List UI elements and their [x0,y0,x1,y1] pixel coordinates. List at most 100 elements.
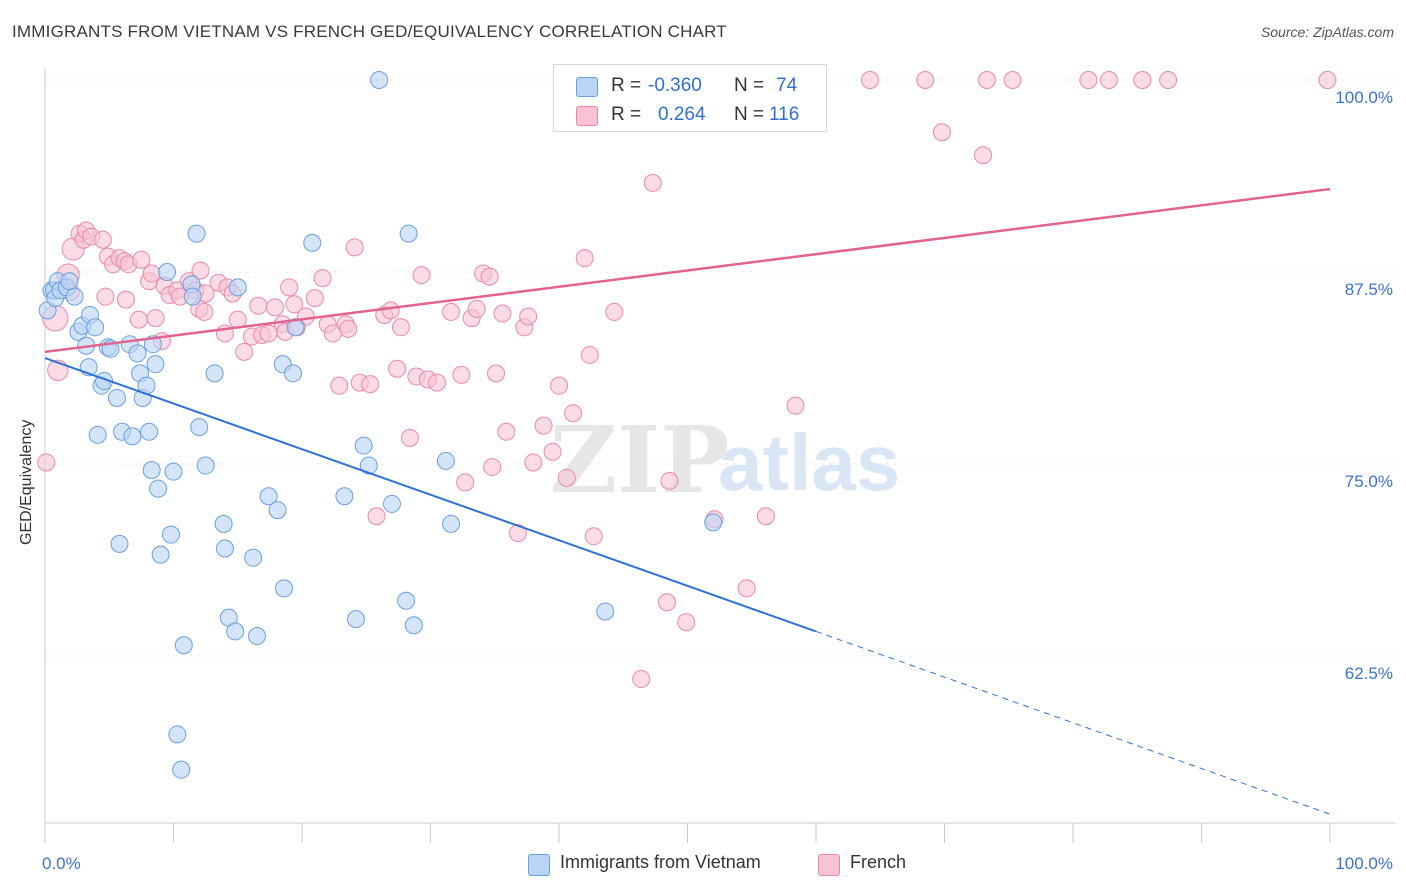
french-point [508,524,527,543]
y-tick-label: 75.0% [1345,472,1393,491]
french-point [442,302,461,321]
legend-n-label: N = [734,104,765,125]
legend-row-french: R = 0.264 N = 116 [554,100,826,130]
french-point [305,289,324,308]
french-point [1318,71,1337,89]
y-tick-label: 62.5% [1345,664,1393,683]
french-point [1079,71,1098,89]
vietnam-point [354,436,373,455]
vietnam-point [215,539,234,558]
watermark-zip: ZIP [550,406,729,514]
french-point [116,290,135,309]
french-point [557,468,576,487]
vietnam-point [704,513,723,532]
french-point [235,342,254,361]
french-point [285,295,304,314]
french-point [974,146,993,165]
vietnam-point [65,287,84,306]
french-point [456,473,475,492]
vietnam-point [370,71,389,89]
french-point [1099,71,1118,89]
vietnam-point [60,272,79,291]
french-point [480,267,499,286]
vietnam-trend-extension [815,630,1331,815]
french-point [93,230,112,249]
french-point [313,269,332,288]
vietnam-point [286,318,305,337]
french-point [427,373,446,392]
vietnam-point [146,355,165,374]
vietnam-point [190,418,209,437]
vietnam-point [86,318,105,337]
vietnam-point [359,456,378,475]
vietnam-point [164,462,183,481]
vietnam-point [442,514,461,533]
correlation-legend: R = -0.360 N = 74 R = 0.264 N = 116 [553,64,827,132]
vietnam-point [214,514,233,533]
vietnam-point [259,487,278,506]
vietnam-point [397,591,416,610]
vietnam-point [205,364,224,383]
french-point [977,71,996,89]
vietnam-point [226,622,245,641]
vietnam-point [228,278,247,297]
vietnam-point [268,501,287,520]
french-point [524,453,543,472]
french-point [388,359,407,378]
vietnam-point [174,636,193,655]
vietnam-point [123,427,142,446]
legend-n-value: 116 [769,104,800,125]
vietnam-trend-line [44,357,817,633]
french-point [129,310,148,329]
trend-lines [44,187,1331,815]
vietnam-point [244,548,263,567]
bottom-legend-swatch-vietnam [528,854,550,876]
vietnam-point [88,425,107,444]
french-point [916,71,935,89]
french-point [497,422,516,441]
french-point [339,319,358,338]
french-point [632,670,651,689]
x-tick-label: 0.0% [42,854,81,873]
chart-title: IMMIGRANTS FROM VIETNAM VS FRENCH GED/EQ… [12,22,727,41]
french-point [452,365,471,384]
french-point [412,266,431,285]
axes [44,68,1395,843]
french-point [534,416,553,435]
french-point [266,298,285,317]
french-point [550,376,568,395]
french-point [142,264,161,283]
french-point [361,375,380,394]
french-point [345,238,364,257]
french-point [330,376,349,395]
vietnam-point [183,287,202,306]
legend-swatch-french [576,106,598,126]
vietnam-point [335,487,354,506]
french-point [605,302,624,321]
french-point [584,527,603,546]
french-point [195,302,214,321]
vietnam-point [149,479,168,498]
legend-r-label: R = [611,75,642,96]
french-point [483,458,502,477]
french-point [660,471,679,490]
watermark-atlas: atlas [718,418,900,507]
french-point [96,287,115,306]
vietnam-point [196,456,215,475]
tick-labels: 100.0% 87.5% 75.0% 62.5% 0.0% 100.0% [42,88,1393,873]
french-point [1003,71,1022,89]
french-point [487,364,506,383]
data-points [37,71,1337,779]
french-point [146,309,165,328]
legend-n-value: 74 [776,75,798,96]
french-point [493,304,512,323]
french-point [786,396,805,415]
vietnam-point [161,525,180,544]
french-point [737,579,756,598]
french-point [756,507,775,526]
french-point [400,428,419,447]
y-axis-label: GED/Equivalency [18,419,35,545]
french-point [391,318,410,337]
